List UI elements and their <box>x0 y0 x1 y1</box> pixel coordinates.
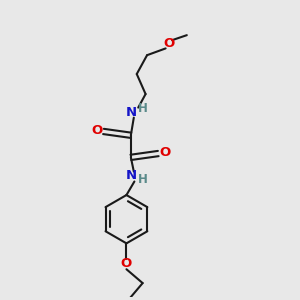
Text: H: H <box>138 102 148 115</box>
Text: O: O <box>164 38 175 50</box>
Text: N: N <box>126 106 137 119</box>
Text: N: N <box>126 169 137 182</box>
Text: O: O <box>121 257 132 271</box>
Text: H: H <box>138 173 148 186</box>
Text: O: O <box>92 124 103 137</box>
Text: O: O <box>159 146 170 159</box>
